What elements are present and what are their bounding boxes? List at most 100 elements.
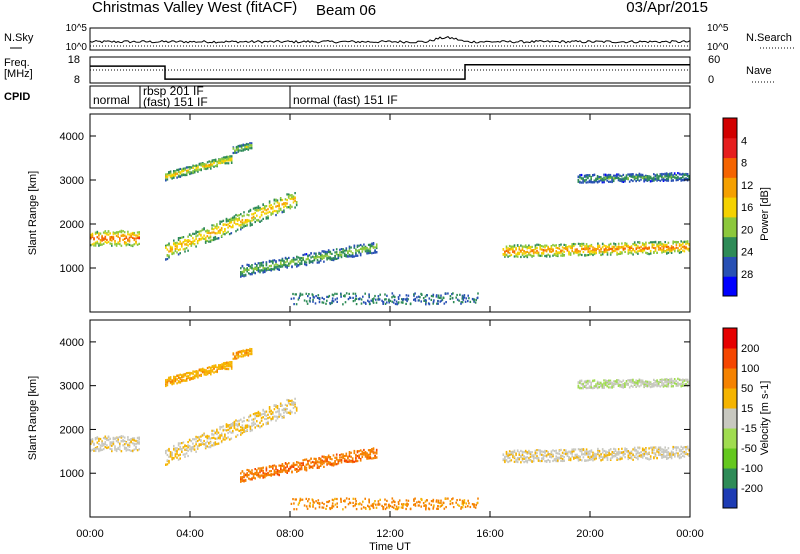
power-cell (179, 175, 182, 178)
velocity-cell (208, 442, 210, 445)
power-cell (614, 249, 617, 252)
power-cell (286, 257, 288, 261)
power-cell (355, 249, 357, 252)
velocity-cell (219, 435, 221, 438)
power-cell (281, 203, 284, 206)
power-cell (295, 293, 297, 296)
power-cell (272, 207, 274, 210)
power-cell (473, 299, 475, 302)
power-cell (657, 244, 660, 247)
velocity-cell (241, 424, 244, 427)
velocity-cell (347, 456, 349, 460)
power-cell (529, 250, 532, 253)
power-cell (323, 250, 325, 253)
power-cell (179, 248, 181, 251)
power-cell (286, 202, 288, 205)
power-cell (640, 248, 642, 252)
velocity-cell (595, 453, 597, 456)
power-cell (451, 293, 453, 296)
power-cell (305, 253, 308, 256)
velocity-cell (214, 432, 217, 435)
velocity-cell (616, 453, 618, 456)
velocity-cell (294, 397, 296, 400)
velocity-cell (94, 447, 97, 451)
power-cell (372, 242, 375, 245)
power-cell (605, 246, 607, 249)
power-cell (682, 249, 684, 252)
velocity-cell (184, 373, 186, 376)
power-cell (664, 250, 666, 253)
power-cell (508, 251, 511, 254)
velocity-cell (276, 407, 279, 410)
power-cell (222, 223, 225, 227)
velocity-cell (311, 460, 314, 464)
power-cell (378, 298, 381, 301)
power-cell (377, 295, 380, 298)
power-cell (523, 252, 525, 255)
velocity-cell (565, 449, 567, 452)
velocity-cell (664, 381, 666, 384)
velocity-cell (632, 448, 634, 451)
power-cell (91, 243, 94, 246)
power-cell (426, 294, 428, 297)
velocity-cell (171, 458, 173, 461)
power-cell (195, 237, 197, 240)
velocity-cell (226, 367, 228, 371)
velocity-cell (364, 455, 367, 458)
power-cell (251, 216, 253, 220)
velocity-cell (552, 453, 554, 456)
power-cell (99, 232, 102, 235)
velocity-cell (130, 449, 132, 452)
velocity-cell (542, 450, 545, 453)
velocity-cell (96, 436, 99, 439)
velocity-cell (585, 452, 588, 455)
power-cell (185, 173, 188, 177)
velocity-cell (295, 508, 298, 511)
power-cell (340, 248, 343, 251)
velocity-cell (104, 441, 107, 444)
power-cell (316, 296, 319, 299)
velocity-cell (275, 404, 277, 407)
power-cell (645, 247, 647, 250)
velocity-cell (190, 372, 193, 375)
power-cell (435, 295, 438, 298)
velocity-cell (682, 454, 684, 457)
power-cell (555, 244, 557, 247)
power-cell (362, 295, 364, 298)
velocity-cell (307, 462, 309, 465)
velocity-cell (531, 460, 533, 463)
velocity-cell (260, 425, 263, 428)
velocity-cell (216, 432, 218, 436)
velocity-cell (122, 439, 124, 442)
power-cell (242, 143, 245, 146)
velocity-cell (136, 436, 139, 439)
velocity-cell (259, 414, 261, 417)
velocity-cell (593, 386, 596, 389)
velocity-cell (616, 451, 618, 454)
velocity-cell (654, 455, 657, 458)
power-cell (335, 248, 338, 251)
power-cell (579, 181, 581, 184)
velocity-cell (648, 458, 650, 461)
power-cell (102, 238, 105, 241)
power-cell (633, 244, 636, 247)
power-cell (680, 177, 682, 180)
velocity-cell (573, 448, 575, 451)
power-cell (275, 200, 277, 203)
power-cell (241, 274, 244, 277)
velocity-cell (664, 449, 666, 452)
velocity-cell (300, 468, 303, 471)
velocity-cell (656, 383, 658, 387)
velocity-cell (273, 471, 276, 474)
power-cell (219, 230, 221, 233)
power-cell (272, 260, 274, 263)
power-cell (318, 301, 321, 304)
power-cell (181, 174, 183, 177)
power-cell (123, 231, 126, 234)
power-cell (210, 160, 212, 163)
velocity-cell (461, 506, 464, 509)
velocity-cell (257, 474, 260, 477)
velocity-cell (537, 449, 540, 452)
power-cell (190, 166, 193, 169)
power-cell (299, 256, 301, 260)
